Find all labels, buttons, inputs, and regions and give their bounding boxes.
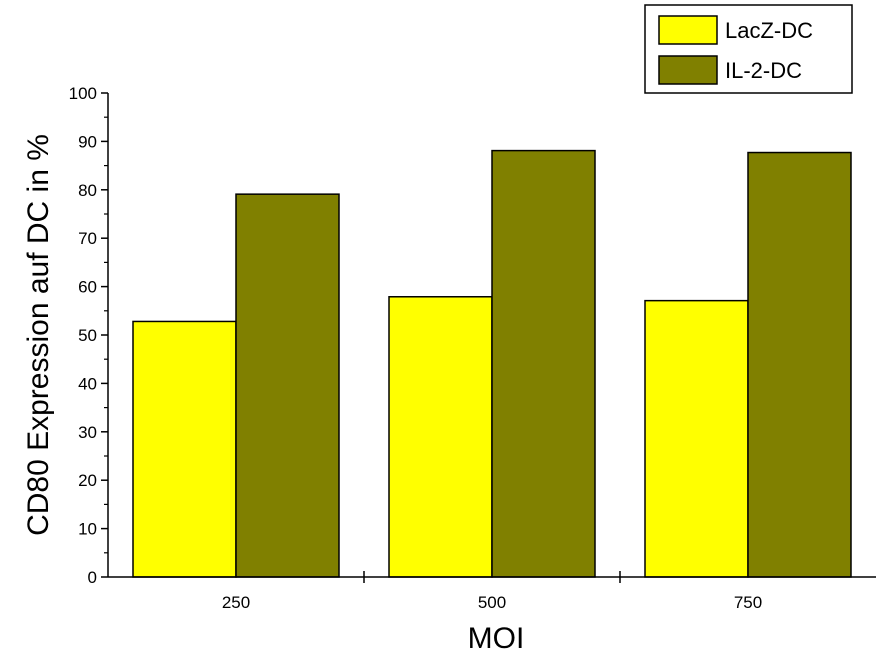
legend-swatch-il-2-dc <box>658 55 718 85</box>
y-tick-label-0: 0 <box>88 568 97 587</box>
y-tick-label-60: 60 <box>78 278 97 297</box>
y-tick-label-20: 20 <box>78 471 97 490</box>
x-tick-label-250: 250 <box>222 593 250 612</box>
y-axis-title: CD80 Expression auf DC in % <box>22 134 55 536</box>
bar-lacz-dc-250 <box>132 320 237 578</box>
legend-label-il-2-dc: IL-2-DC <box>725 58 802 83</box>
y-tick-label-40: 40 <box>78 374 97 393</box>
bar-lacz-dc-750 <box>644 299 749 578</box>
bar-lacz-dc-500 <box>388 296 493 578</box>
legend-swatch-lacz-dc <box>658 15 718 45</box>
y-tick-label-30: 30 <box>78 423 97 442</box>
legend: LacZ-DC IL-2-DC <box>644 4 853 94</box>
ticks-layer: 0 10 20 30 40 50 60 70 80 90 100 250 500 750 <box>69 84 763 612</box>
legend-label-lacz-dc: LacZ-DC <box>725 18 813 43</box>
x-tick-label-750: 750 <box>734 593 762 612</box>
y-tick-label-100: 100 <box>69 84 97 103</box>
y-tick-label-90: 90 <box>78 132 97 151</box>
y-tick-label-10: 10 <box>78 520 97 539</box>
bars-layer <box>132 149 852 578</box>
y-tick-label-80: 80 <box>78 181 97 200</box>
bar-il-2-dc-250 <box>235 193 340 578</box>
y-tick-label-70: 70 <box>78 229 97 248</box>
bar-il-2-dc-750 <box>747 151 852 578</box>
x-axis-title: MOI <box>468 622 525 655</box>
bar-il-2-dc-500 <box>491 149 596 578</box>
x-tick-label-500: 500 <box>478 593 506 612</box>
y-tick-label-50: 50 <box>78 326 97 345</box>
